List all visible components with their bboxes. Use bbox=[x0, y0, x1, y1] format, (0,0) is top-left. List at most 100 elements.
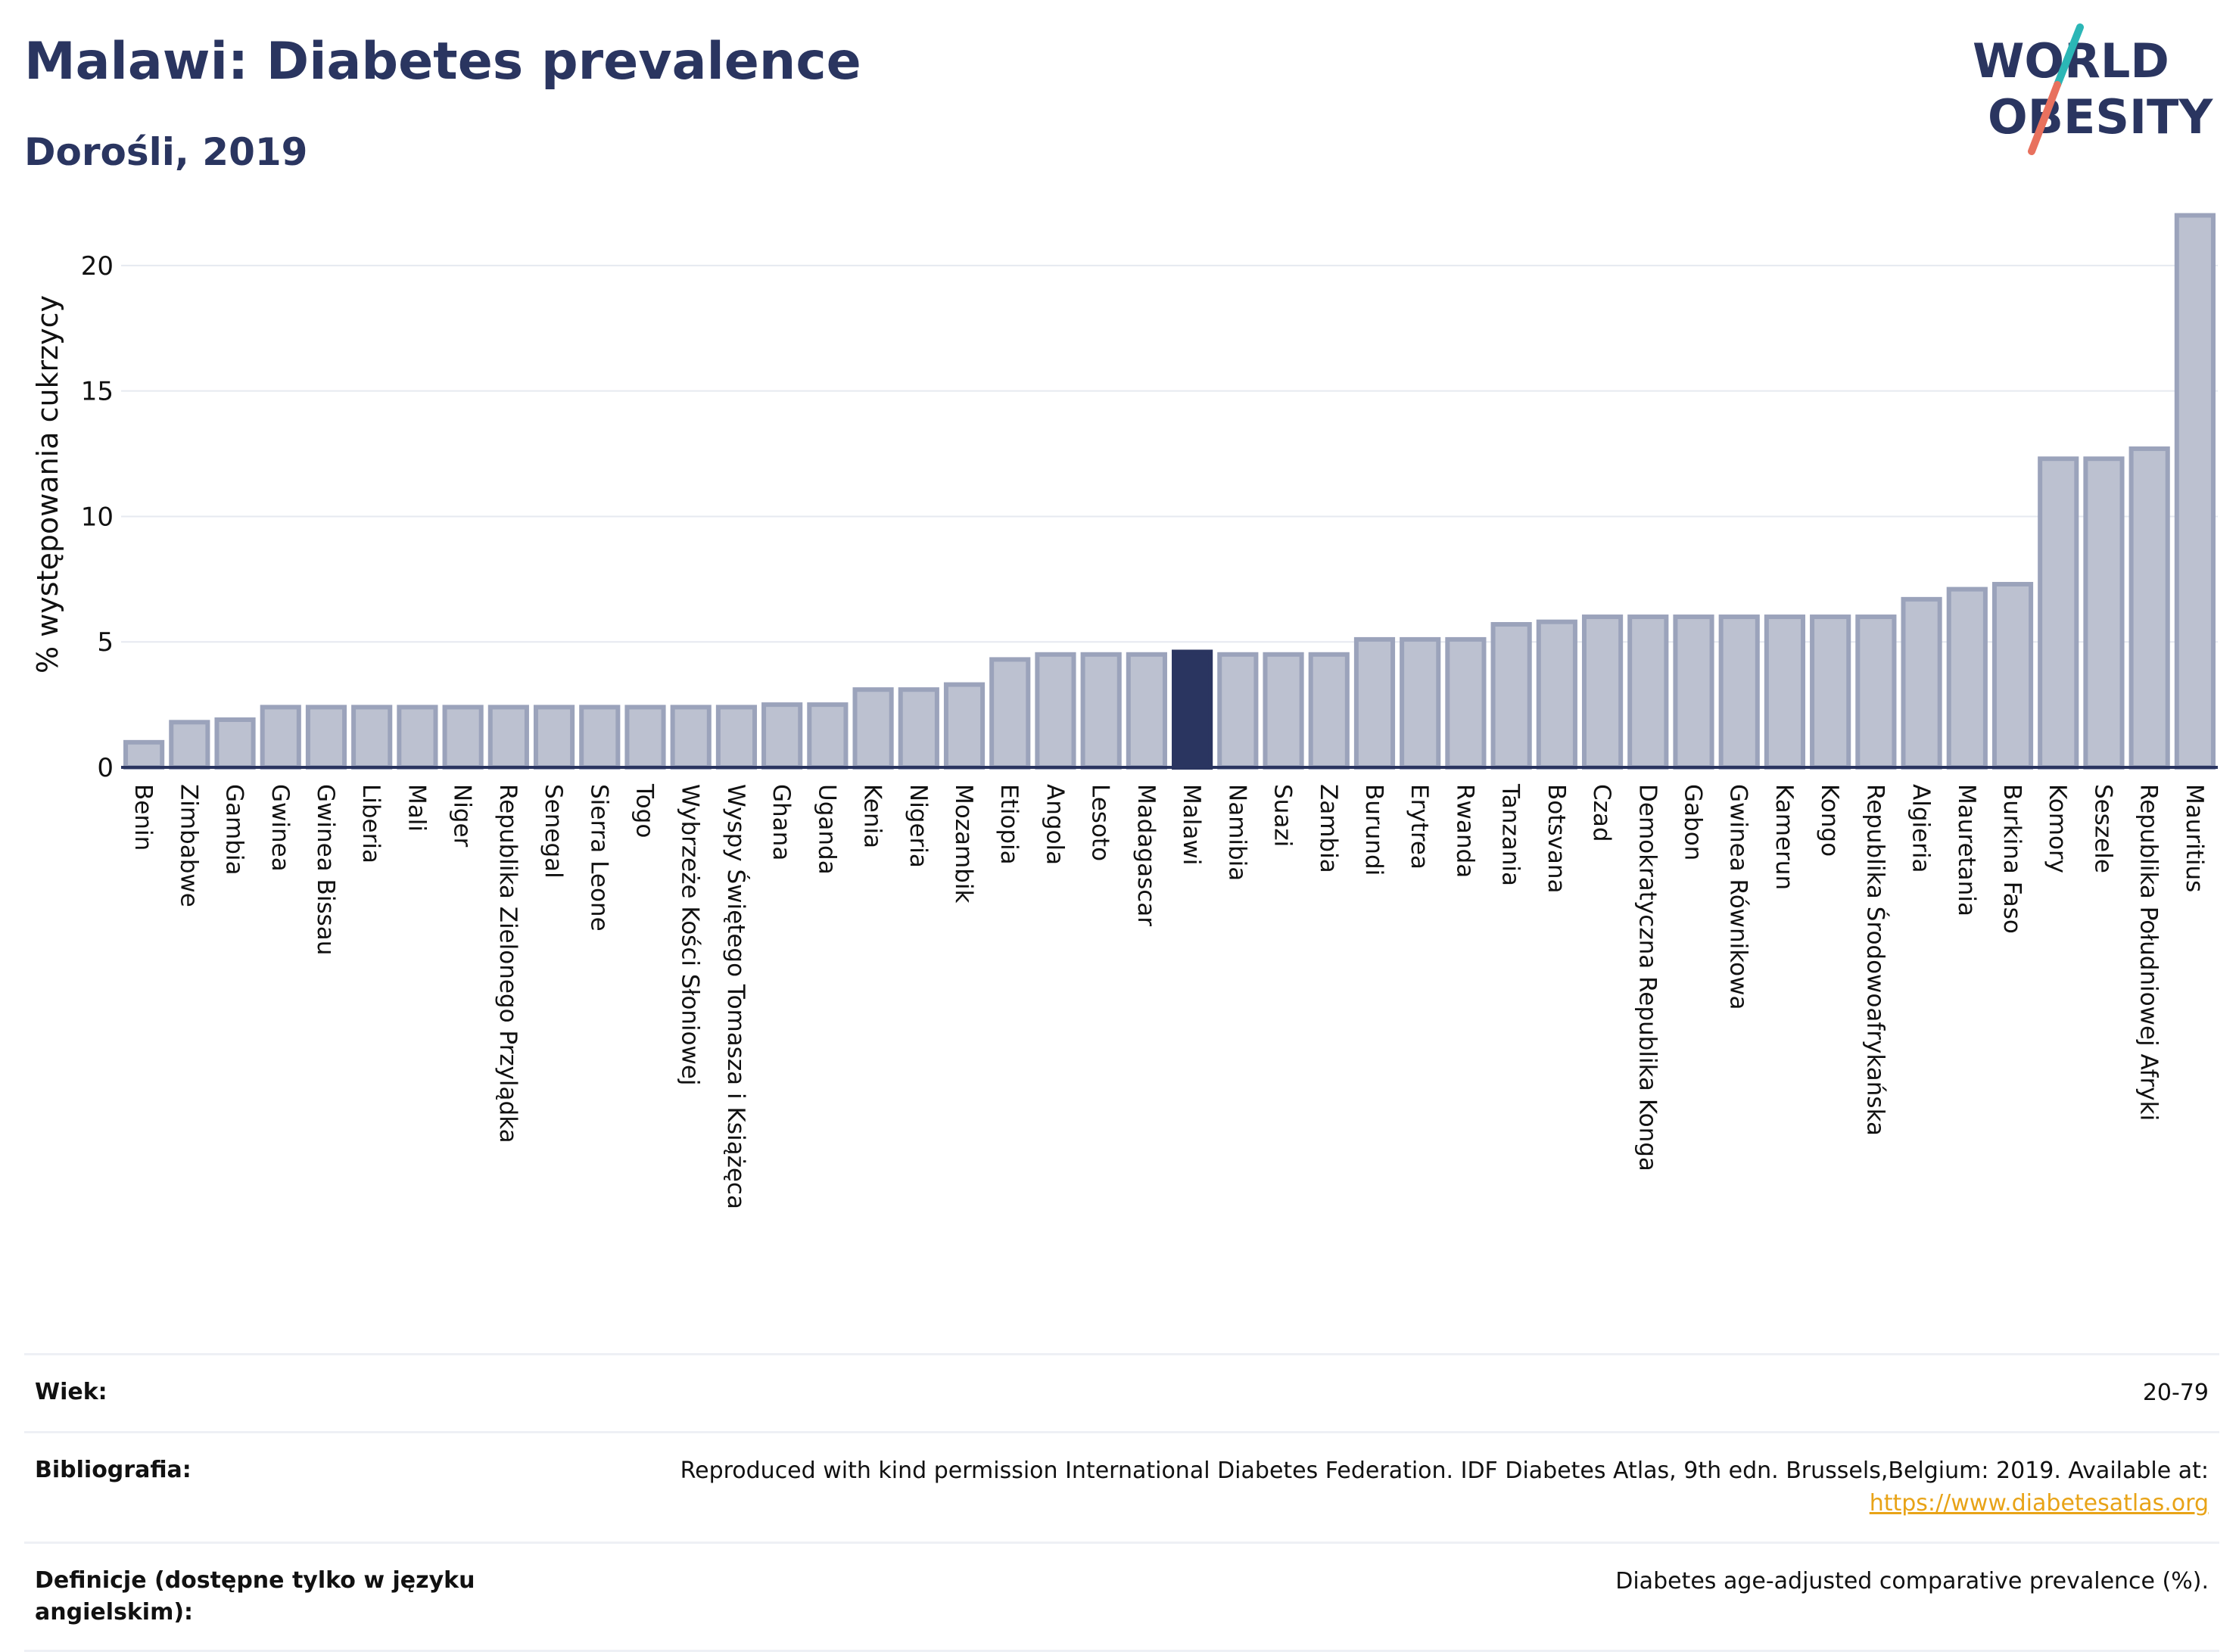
x-tick-label: Etiopia bbox=[995, 784, 1023, 865]
bar bbox=[351, 705, 393, 770]
y-tick-label: 5 bbox=[97, 627, 114, 658]
info-table: Wiek: 20-79 Bibliografia: Reproduced wit… bbox=[24, 1353, 2219, 1652]
x-tick-label: Gwinea bbox=[266, 784, 294, 872]
bar bbox=[305, 705, 347, 770]
page-title: Malawi: Diabetes prevalence bbox=[24, 32, 861, 92]
bar bbox=[898, 687, 939, 770]
x-tick-label: Nigeria bbox=[905, 784, 932, 868]
x-tick-label: Malawi bbox=[1178, 784, 1205, 865]
x-tick-label: Republika Południowej Afryki bbox=[2135, 784, 2163, 1121]
x-tick-label: Wybrzeże Kości Słoniowej bbox=[677, 784, 704, 1086]
x-tick-label: Niger bbox=[449, 784, 476, 848]
info-row-bibliography: Bibliografia: Reproduced with kind permi… bbox=[24, 1430, 2219, 1542]
bar bbox=[487, 705, 529, 770]
bar bbox=[1035, 652, 1076, 770]
bar bbox=[1764, 614, 1806, 770]
definition-value: Diabetes age-adjusted comparative preval… bbox=[1615, 1567, 2209, 1594]
logo-slash-teal bbox=[2054, 23, 2084, 89]
x-tick-label: Gambia bbox=[221, 784, 248, 876]
bar bbox=[1810, 614, 1851, 770]
y-tick-label: 20 bbox=[81, 251, 114, 282]
logo-slash-coral bbox=[2028, 81, 2061, 155]
bar bbox=[1855, 614, 1897, 770]
info-row-definition: Definicje (dostępne tylko w języku angie… bbox=[24, 1541, 2219, 1652]
x-tick-label: Demokratyczna Republika Konga bbox=[1633, 784, 1661, 1171]
bar bbox=[1673, 614, 1714, 770]
bar bbox=[1581, 614, 1624, 770]
x-tick-label: Kamerun bbox=[1770, 784, 1798, 890]
bar bbox=[1172, 649, 1213, 770]
bar bbox=[1901, 596, 1942, 770]
x-tick-label: Mauretania bbox=[1953, 784, 1980, 916]
bar bbox=[169, 720, 210, 770]
bar bbox=[1353, 636, 1396, 770]
x-tick-label: Zimbabwe bbox=[175, 784, 202, 907]
bar bbox=[1946, 586, 1988, 770]
x-tick-label: Sierra Leone bbox=[585, 784, 612, 932]
definition-label: Definicje (dostępne tylko w języku angie… bbox=[35, 1566, 475, 1626]
bar bbox=[715, 705, 758, 770]
diabetes-atlas-link[interactable]: https://www.diabetesatlas.org bbox=[1869, 1490, 2209, 1517]
x-tick-label: Burkina Faso bbox=[1998, 784, 2026, 934]
x-tick-label: Republika Środowoafrykańska bbox=[1861, 784, 1889, 1136]
y-tick-label: 10 bbox=[81, 502, 114, 532]
bar bbox=[989, 657, 1031, 770]
bar bbox=[2174, 213, 2216, 770]
x-tick-label: Burundi bbox=[1360, 784, 1387, 876]
bar bbox=[1536, 619, 1577, 770]
x-tick-label: Gwinea Równikowa bbox=[1725, 784, 1752, 1010]
bar bbox=[1445, 636, 1487, 770]
bar bbox=[123, 739, 165, 770]
x-tick-label: Mali bbox=[403, 784, 430, 832]
bar bbox=[1263, 652, 1304, 770]
bar bbox=[579, 705, 621, 770]
y-axis-ticks: 0 5 10 15 20 bbox=[81, 251, 114, 783]
bar bbox=[1490, 622, 1532, 770]
x-tick-label: Ghana bbox=[768, 784, 795, 860]
world-obesity-logo: WORLD OBESITY bbox=[1973, 23, 2213, 155]
x-axis-labels: Benin Zimbabwe Gambia Gwinea Gwinea Bissau Li… bbox=[129, 783, 2208, 1209]
bar bbox=[1627, 614, 1669, 770]
x-tick-label: Gabon bbox=[1680, 784, 1707, 860]
bar bbox=[852, 687, 894, 770]
x-tick-label: Tanzania bbox=[1497, 783, 1524, 886]
bar bbox=[1080, 652, 1122, 770]
x-tick-label: Republika Zielonego Przylądka bbox=[494, 784, 522, 1143]
page-subtitle: Dorośli, 2019 bbox=[24, 130, 308, 174]
bar bbox=[624, 705, 666, 770]
bar-chart: 0 5 10 15 20 Benin Zimbabwe Gambia Gwinea Gwinea… bbox=[31, 213, 2218, 1209]
x-tick-label: Gwinea Bissau bbox=[312, 784, 339, 955]
x-tick-label: Togo bbox=[631, 783, 659, 838]
x-tick-label: Mozambik bbox=[950, 784, 977, 903]
bar bbox=[807, 702, 849, 770]
y-axis-title: % występowania cukrzycy bbox=[31, 295, 64, 674]
x-tick-label: Mauritius bbox=[2181, 784, 2208, 892]
x-tick-label: Erytrea bbox=[1406, 784, 1433, 870]
x-tick-label: Kongo bbox=[1816, 784, 1843, 857]
x-tick-label: Namibia bbox=[1223, 784, 1250, 881]
x-tick-label: Kenia bbox=[859, 784, 886, 848]
x-tick-label: Lesoto bbox=[1087, 784, 1114, 861]
x-tick-label: Seszele bbox=[2089, 784, 2116, 873]
x-tick-label: Algieria bbox=[1907, 784, 1935, 873]
x-tick-label: Uganda bbox=[813, 784, 840, 875]
info-row-age: Wiek: 20-79 bbox=[24, 1353, 2219, 1431]
y-tick-label: 15 bbox=[81, 377, 114, 407]
bar bbox=[1400, 636, 1441, 770]
bar bbox=[2128, 446, 2170, 770]
bibliography-value: Reproduced with kind permission Internat… bbox=[680, 1454, 2209, 1520]
bar bbox=[214, 717, 256, 770]
x-tick-label: Rwanda bbox=[1451, 784, 1478, 878]
bar bbox=[260, 705, 301, 770]
x-tick-label: Zambia bbox=[1315, 784, 1342, 873]
age-label: Wiek: bbox=[35, 1379, 107, 1405]
bibliography-label: Bibliografia: bbox=[35, 1456, 192, 1483]
y-tick-label: 0 bbox=[97, 753, 114, 783]
x-tick-label: Angola bbox=[1041, 784, 1068, 865]
x-tick-label: Madagascar bbox=[1132, 784, 1160, 926]
grid-lines bbox=[121, 264, 2218, 643]
bar bbox=[670, 705, 712, 770]
x-tick-label: Komory bbox=[2044, 784, 2071, 873]
x-tick-label: Senegal bbox=[540, 784, 567, 879]
x-tick-label: Benin bbox=[129, 784, 157, 851]
